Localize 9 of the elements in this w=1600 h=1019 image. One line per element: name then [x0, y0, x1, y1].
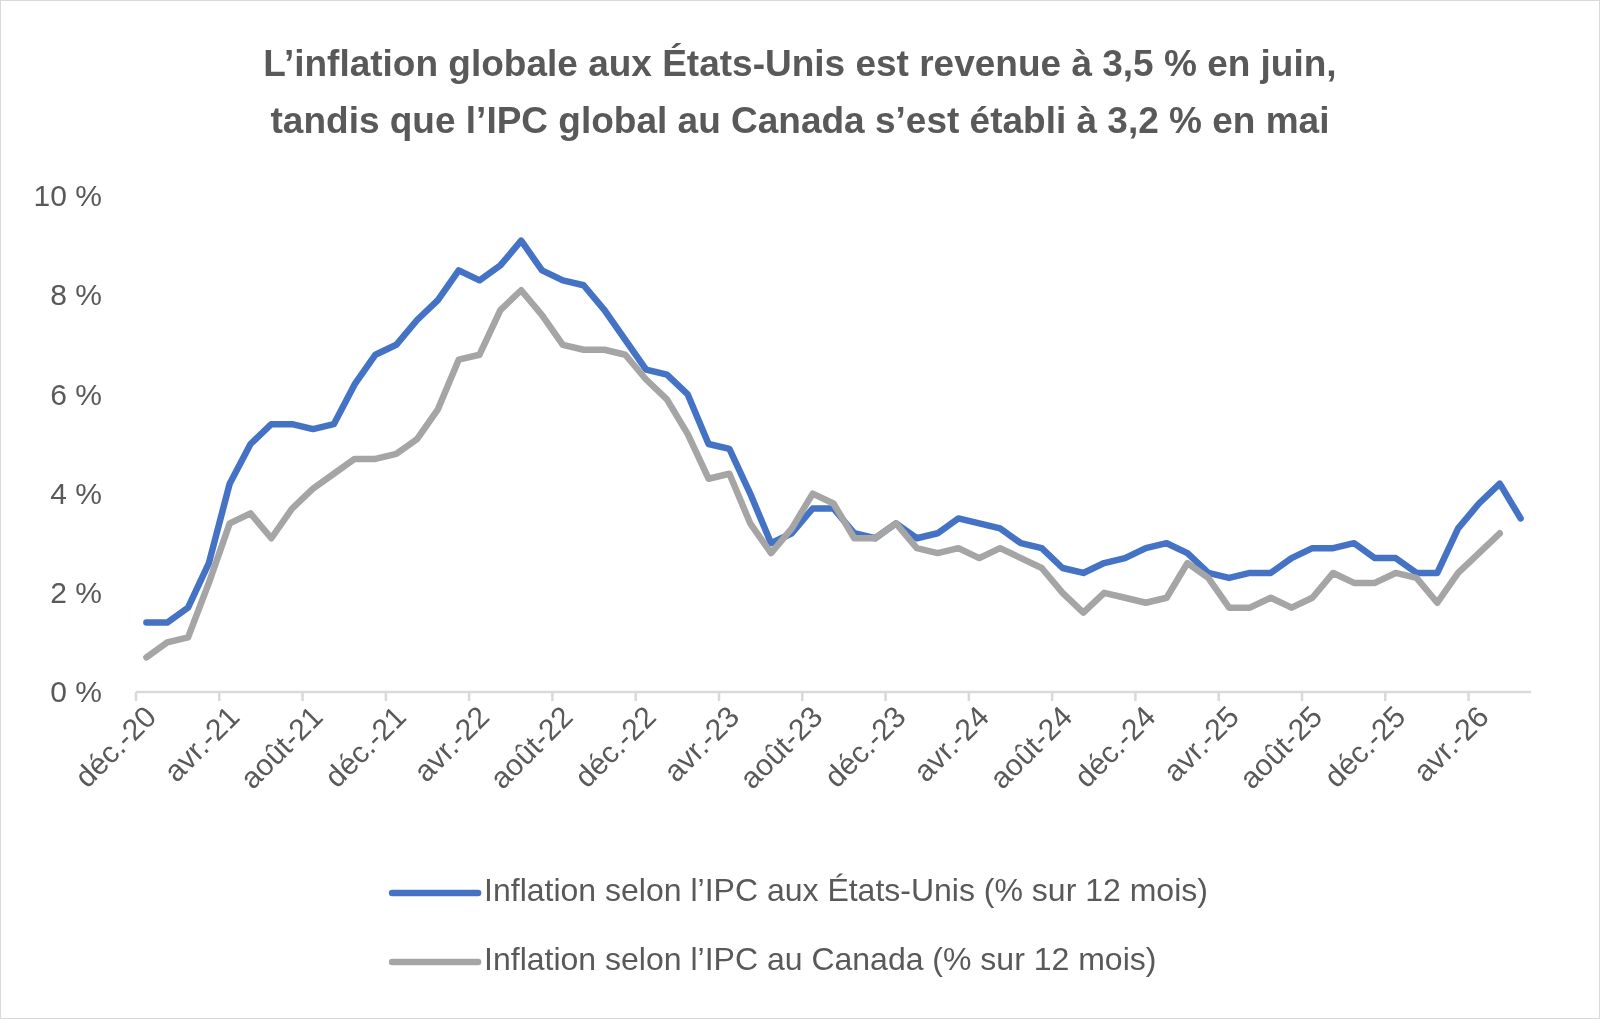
y-tick-label: 4 % [50, 476, 102, 510]
y-tick-label: 10 % [33, 179, 102, 213]
legend-label: Inflation selon l’IPC aux États-Unis (% sur 12 mois) [484, 872, 1208, 909]
chart-title: L’inflation globale aux États-Unis est revenue à 3,5 % en juin, tandis que l’IPC global au Canada s’est établi à 3,2 % en mai [263, 43, 1337, 141]
y-tick-label: 6 % [50, 377, 102, 411]
y-tick-label: 8 % [50, 278, 102, 312]
legend-label: Inflation selon l’IPC au Canada (% sur 12 mois) [484, 941, 1157, 978]
y-tick-label: 0 % [50, 675, 102, 709]
y-tick-label: 2 % [50, 575, 102, 609]
